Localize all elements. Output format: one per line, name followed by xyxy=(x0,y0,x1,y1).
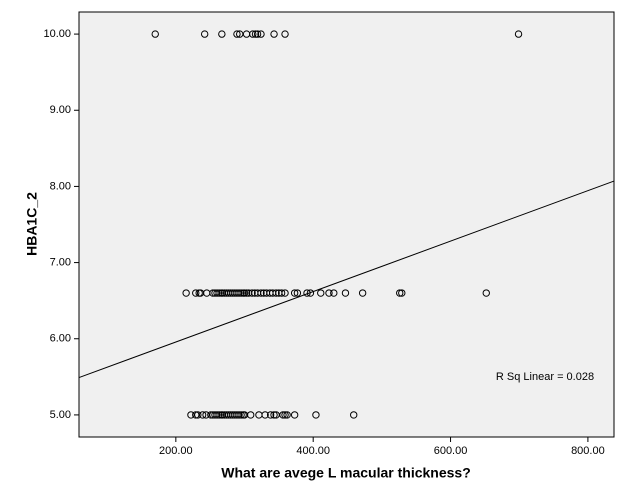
y-tick-label: 10.00 xyxy=(43,28,71,40)
annotation: R Sq Linear = 0.028 xyxy=(496,371,594,383)
point xyxy=(272,289,280,297)
point xyxy=(240,289,249,297)
fit-line xyxy=(78,180,615,379)
point xyxy=(398,289,406,297)
x-axis-title: What are avege L macular thickness? xyxy=(221,465,471,481)
point xyxy=(330,289,338,297)
point xyxy=(235,289,243,297)
point xyxy=(215,411,223,419)
y-axis-title: HBA1C_2 xyxy=(24,192,40,256)
y-tick-label: 8.00 xyxy=(50,180,71,192)
x-tick-label: 200.00 xyxy=(159,445,193,457)
point xyxy=(306,289,315,297)
point xyxy=(182,289,190,297)
point xyxy=(237,289,245,297)
point xyxy=(242,289,251,297)
point xyxy=(281,30,289,38)
point xyxy=(283,411,291,419)
x-tick-label: 400.00 xyxy=(296,445,330,457)
point xyxy=(218,30,226,38)
point xyxy=(251,30,260,38)
point xyxy=(290,289,299,297)
point xyxy=(293,289,302,297)
point xyxy=(281,411,289,419)
point xyxy=(246,411,255,419)
point xyxy=(277,289,286,297)
point xyxy=(514,30,523,38)
point xyxy=(317,289,325,297)
point xyxy=(253,30,262,38)
point xyxy=(281,289,289,297)
point xyxy=(215,289,223,297)
point xyxy=(270,30,278,38)
point xyxy=(358,289,367,297)
point xyxy=(248,289,256,297)
point xyxy=(192,289,200,297)
point xyxy=(266,411,275,419)
point xyxy=(325,289,333,297)
x-tick-label: 800.00 xyxy=(571,445,605,457)
y-tick-label: 7.00 xyxy=(50,256,71,268)
point xyxy=(194,411,202,419)
point xyxy=(396,289,404,297)
point xyxy=(350,411,358,419)
point xyxy=(257,289,265,297)
y-tick-label: 6.00 xyxy=(50,333,71,345)
point xyxy=(257,30,265,38)
point xyxy=(312,411,320,419)
point xyxy=(249,30,257,38)
point xyxy=(341,289,350,297)
point xyxy=(213,289,221,297)
point xyxy=(237,411,245,419)
point xyxy=(290,411,299,419)
plot-area xyxy=(78,11,615,438)
y-tick-label: 9.00 xyxy=(50,104,71,116)
point xyxy=(261,411,269,419)
point xyxy=(151,30,159,38)
point xyxy=(482,289,490,297)
point xyxy=(213,411,221,419)
y-tick-label: 5.00 xyxy=(50,409,71,421)
point xyxy=(270,411,278,419)
point xyxy=(279,411,287,419)
x-tick-label: 600.00 xyxy=(434,445,468,457)
point xyxy=(200,30,209,38)
point xyxy=(235,411,243,419)
point xyxy=(198,411,207,419)
point xyxy=(233,30,241,38)
